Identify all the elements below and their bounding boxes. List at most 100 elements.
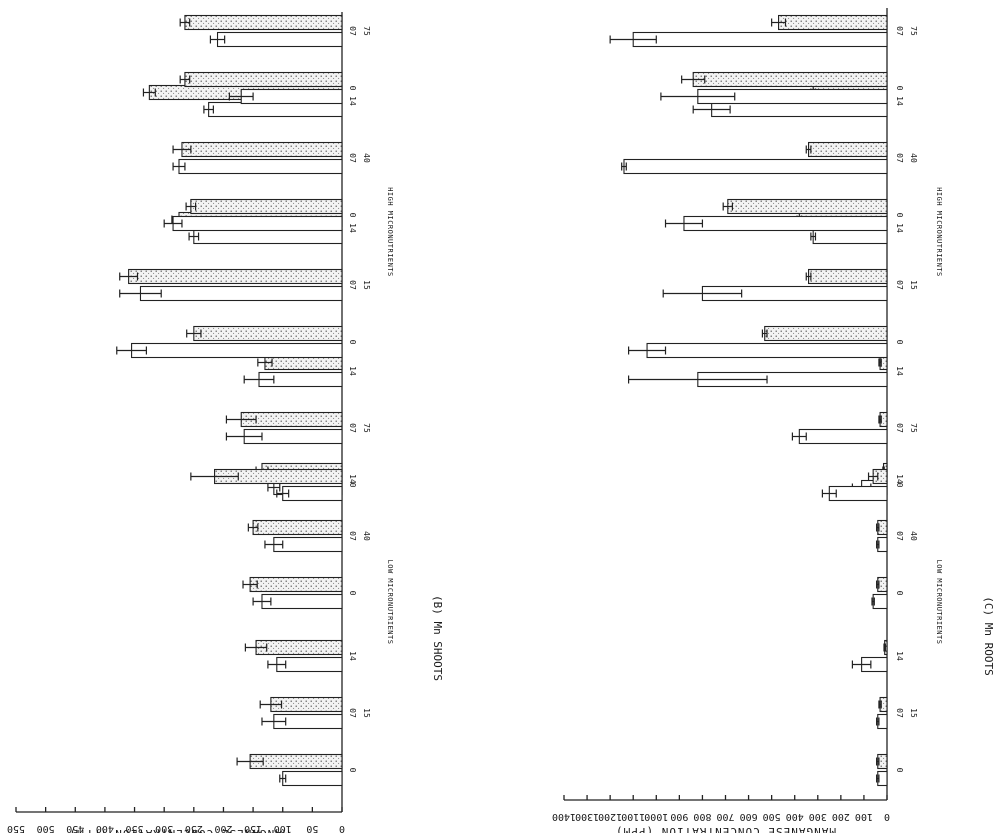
roots-category-label: 0 (895, 86, 904, 91)
roots-tick-label: 1300 (575, 811, 599, 822)
shoots-dotted-bar (249, 753, 343, 770)
roots-tick-label: 1100 (621, 811, 645, 822)
roots-tick-label: 800 (693, 811, 711, 822)
shoots-dotted-bar (128, 268, 343, 285)
shoots-plain-bar (131, 342, 343, 359)
roots-tick-label: 500 (763, 811, 781, 822)
roots-plain-bar (683, 215, 888, 232)
roots-section-label: HIGH MICRONUTRIENTS (935, 187, 943, 277)
shoots-plain-bar (261, 593, 343, 610)
shoots-category-label: 07 (348, 531, 357, 541)
shoots-category-label: 0 (348, 483, 357, 488)
roots-panel: 0100200300400500600700800900100011001200… (552, 8, 995, 837)
roots-group-label: 15 (909, 708, 918, 718)
roots-caption: (C) Mn ROOTS (982, 596, 995, 675)
shoots-plain-bar (240, 88, 343, 105)
shoots-tick-label: 300 (155, 823, 173, 833)
roots-dotted-bar (808, 141, 888, 158)
shoots-group-label: 75 (362, 423, 371, 433)
roots-tick-label: 200 (832, 811, 850, 822)
roots-category-label: 07 (895, 280, 904, 290)
shoots-tick-label: 550 (7, 823, 25, 833)
shoots-tick-label: 400 (96, 823, 114, 833)
shoots-dotted-bar (181, 141, 343, 158)
shoots-section-label: HIGH MICRONUTRIENTS (386, 187, 394, 277)
roots-category-label: 14 (895, 651, 904, 661)
shoots-category-label: 14 (348, 96, 357, 106)
shoots-category-label: 14 (348, 474, 357, 484)
shoots-tick-label: 450 (66, 823, 84, 833)
shoots-tick-label: 50 (306, 823, 318, 833)
roots-axis-title: MANGANESE CONCENTRATION (PPM) (615, 825, 836, 833)
roots-category-label: 0 (895, 213, 904, 218)
shoots-group-label: 75 (362, 26, 371, 36)
shoots-dotted-bar (249, 576, 343, 593)
roots-tick-label: 900 (670, 811, 688, 822)
roots-tick-label: 1400 (552, 811, 576, 822)
shoots-plain-bar (193, 228, 343, 245)
roots-group-label: 40 (909, 531, 918, 541)
roots-tick-label: 600 (740, 811, 758, 822)
roots-section-label: LOW MICRONUTRIENTS (935, 560, 943, 645)
roots-category-label: 07 (895, 708, 904, 718)
roots-tick-label: 0 (884, 811, 890, 822)
roots-category-label: 14 (895, 223, 904, 233)
shoots-plain-bar (282, 485, 343, 502)
shoots-plain-bar (273, 536, 343, 553)
shoots-tick-label: 0 (339, 823, 345, 833)
shoots-group-label: 15 (362, 708, 371, 718)
roots-tick-label: 100 (855, 811, 873, 822)
shoots-tick-label: 250 (185, 823, 203, 833)
shoots-dotted-bar (193, 325, 343, 342)
shoots-category-label: 07 (348, 26, 357, 36)
shoots-dotted-bar (255, 639, 343, 656)
roots-category-label: 0 (895, 483, 904, 488)
roots-tick-label: 400 (786, 811, 804, 822)
shoots-dotted-bar (252, 519, 343, 536)
shoots-tick-label: 100 (274, 823, 292, 833)
roots-plain-bar (872, 593, 888, 610)
roots-tick-label: 300 (809, 811, 827, 822)
roots-category-label: 07 (895, 26, 904, 36)
shoots-section-label: LOW MICRONUTRIENTS (386, 560, 394, 645)
shoots-dotted-bar (184, 71, 343, 88)
roots-tick-label: 1000 (644, 811, 668, 822)
shoots-category-label: 14 (348, 223, 357, 233)
shoots-plain-bar (216, 31, 343, 48)
shoots-category-label: 14 (348, 651, 357, 661)
shoots-category-label: 07 (348, 708, 357, 718)
roots-dotted-bar (692, 71, 888, 88)
shoots-category-label: 07 (348, 280, 357, 290)
roots-tick-label: 700 (716, 811, 734, 822)
shoots-panel: 050100150200250300350400450500550MANGANE… (7, 12, 444, 837)
shoots-plain-bar (139, 285, 343, 302)
shoots-tick-label: 500 (37, 823, 55, 833)
shoots-plain-bar (178, 158, 343, 175)
roots-dotted-bar (764, 325, 888, 342)
roots-category-label: 0 (895, 591, 904, 596)
shoots-group-label: 15 (362, 280, 371, 290)
roots-category-label: 07 (895, 531, 904, 541)
shoots-axis-title: MANGANESE CONCENTRATION (PPM) (68, 827, 289, 833)
roots-group-label: 75 (909, 26, 918, 36)
shoots-category-label: 0 (348, 768, 357, 773)
roots-dotted-bar (808, 268, 888, 285)
roots-plain-bar (711, 101, 888, 118)
shoots-tick-label: 200 (214, 823, 232, 833)
shoots-group-label: 40 (362, 153, 371, 163)
shoots-category-label: 07 (348, 153, 357, 163)
shoots-category-label: 0 (348, 591, 357, 596)
shoots-category-label: 14 (348, 366, 357, 376)
roots-category-label: 07 (895, 153, 904, 163)
shoots-plain-bar (282, 770, 343, 787)
shoots-tick-label: 150 (244, 823, 262, 833)
roots-category-label: 0 (895, 340, 904, 345)
roots-category-label: 0 (895, 768, 904, 773)
roots-category-label: 14 (895, 366, 904, 376)
shoots-plain-bar (208, 101, 343, 118)
roots-tick-label: 1200 (598, 811, 622, 822)
shoots-dotted-bar (190, 198, 343, 215)
shoots-category-label: 0 (348, 340, 357, 345)
